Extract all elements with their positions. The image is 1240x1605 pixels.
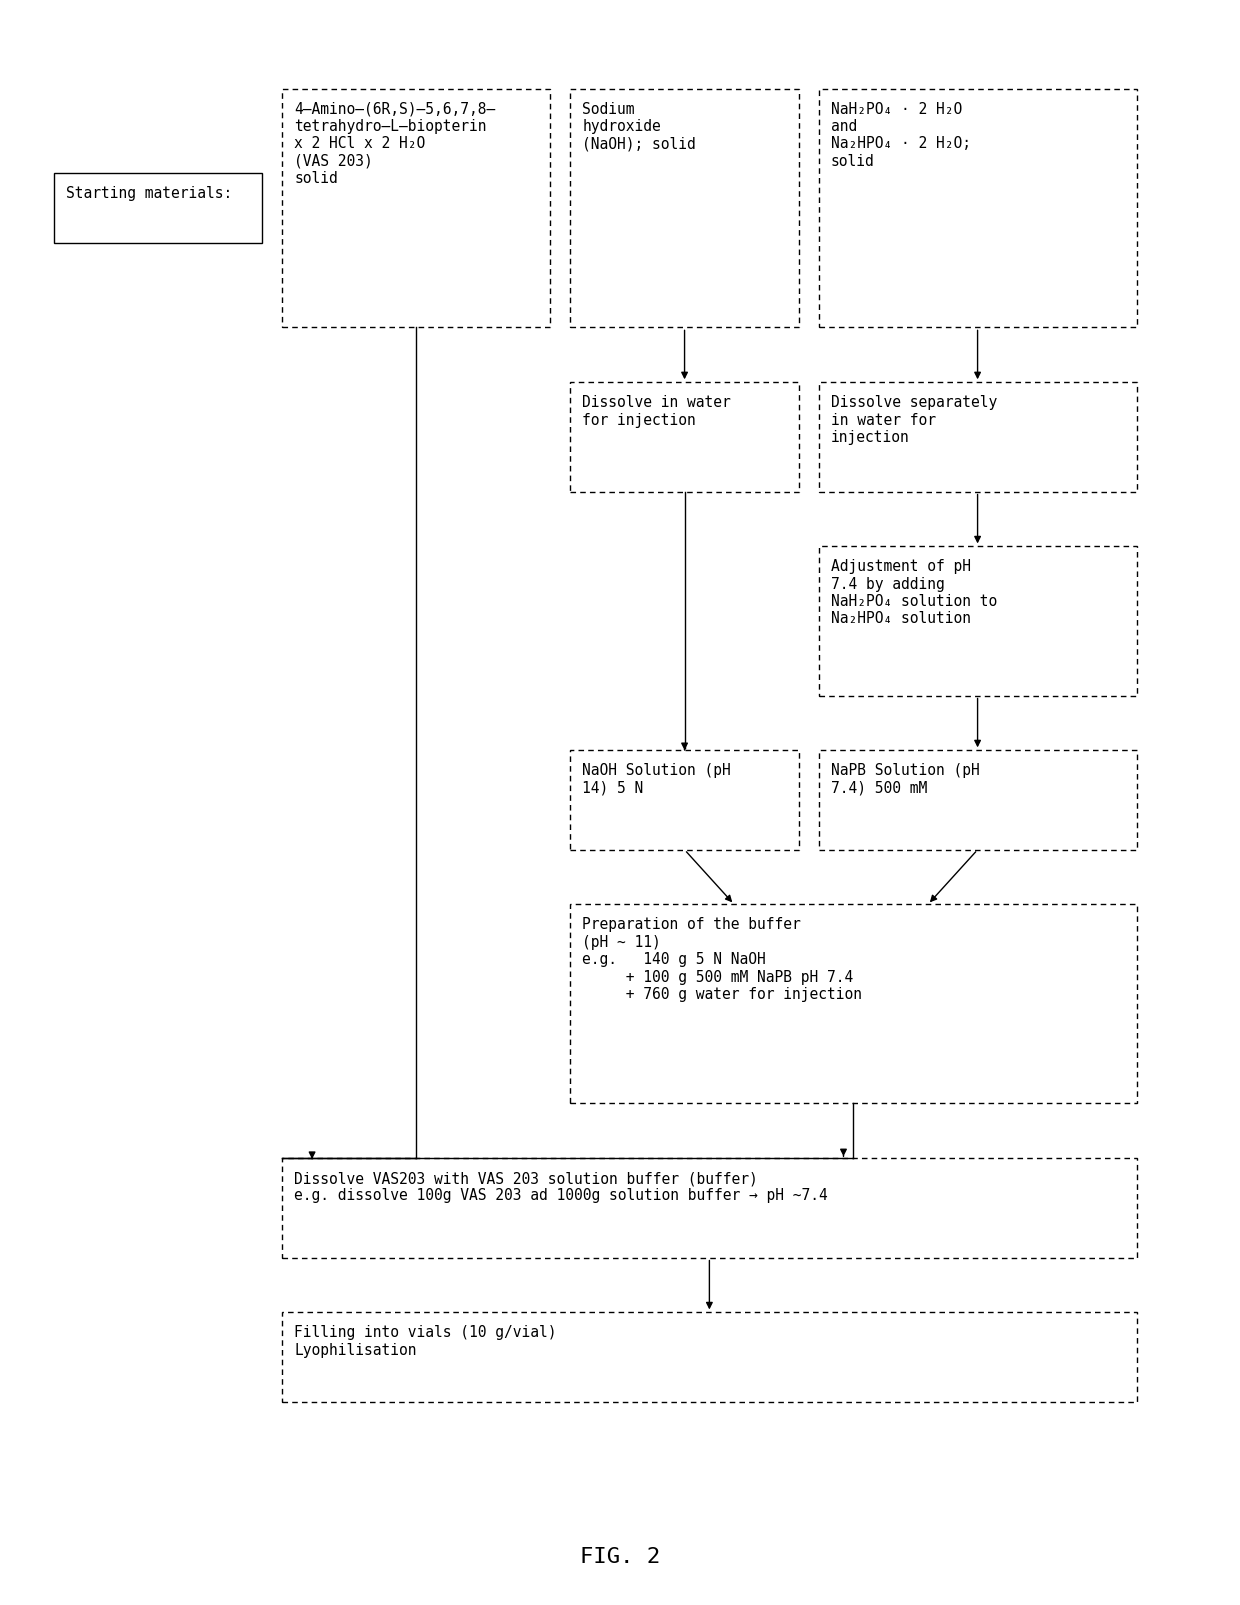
Bar bbox=[570, 751, 799, 851]
Text: NaH₂PO₄ · 2 H₂O
and
Na₂HPO₄ · 2 H₂O;
solid: NaH₂PO₄ · 2 H₂O and Na₂HPO₄ · 2 H₂O; sol… bbox=[831, 101, 971, 169]
Bar bbox=[570, 384, 799, 493]
Bar bbox=[283, 1313, 1137, 1403]
Bar bbox=[570, 90, 799, 329]
Bar bbox=[53, 175, 263, 244]
Bar bbox=[283, 1159, 1137, 1258]
Bar bbox=[818, 90, 1137, 329]
Text: FIG. 2: FIG. 2 bbox=[580, 1546, 660, 1566]
Text: Preparation of the buffer
(pH ~ 11)
e.g.   140 g 5 N NaOH
     + 100 g 500 mM Na: Preparation of the buffer (pH ~ 11) e.g.… bbox=[583, 916, 862, 1002]
Text: NaPB Solution (pH
7.4) 500 mM: NaPB Solution (pH 7.4) 500 mM bbox=[831, 762, 980, 794]
Text: Dissolve separately
in water for
injection: Dissolve separately in water for injecti… bbox=[831, 395, 997, 445]
Text: Dissolve VAS203 with VAS 203 solution buffer (buffer)
e.g. dissolve 100g VAS 203: Dissolve VAS203 with VAS 203 solution bu… bbox=[294, 1170, 828, 1202]
Text: Adjustment of pH
7.4 by adding
NaH₂PO₄ solution to
Na₂HPO₄ solution: Adjustment of pH 7.4 by adding NaH₂PO₄ s… bbox=[831, 559, 997, 626]
Text: Starting materials:: Starting materials: bbox=[66, 186, 232, 201]
Bar bbox=[818, 384, 1137, 493]
Text: Dissolve in water
for injection: Dissolve in water for injection bbox=[583, 395, 732, 427]
Text: NaOH Solution (pH
14) 5 N: NaOH Solution (pH 14) 5 N bbox=[583, 762, 732, 794]
Text: Sodium
hydroxide
(NaOH); solid: Sodium hydroxide (NaOH); solid bbox=[583, 101, 696, 151]
Bar bbox=[818, 751, 1137, 851]
Bar bbox=[283, 90, 551, 329]
Text: Filling into vials (10 g/vial)
Lyophilisation: Filling into vials (10 g/vial) Lyophilis… bbox=[294, 1324, 557, 1356]
Bar bbox=[570, 905, 1137, 1104]
Bar bbox=[818, 547, 1137, 697]
Text: 4–Amino–(6R,S)–5,6,7,8–
tetrahydro–L–biopterin
x 2 HCl x 2 H₂O
(VAS 203)
solid: 4–Amino–(6R,S)–5,6,7,8– tetrahydro–L–bio… bbox=[294, 101, 496, 186]
